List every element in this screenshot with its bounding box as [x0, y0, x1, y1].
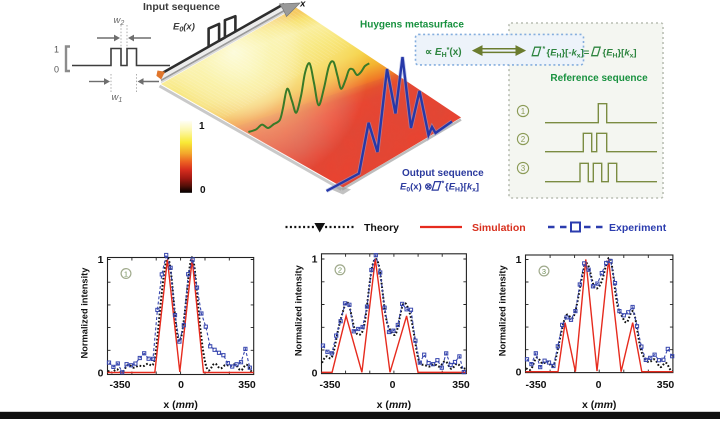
svg-text:x (mm): x (mm): [582, 399, 616, 411]
svg-text:0: 0: [98, 368, 104, 380]
svg-text:Output sequence: Output sequence: [402, 168, 484, 179]
svg-text:350: 350: [657, 379, 675, 391]
svg-text:Reference sequence: Reference sequence: [550, 73, 648, 84]
svg-text:1: 1: [124, 269, 128, 278]
svg-text:0: 0: [54, 65, 59, 75]
svg-text:w2: w2: [114, 15, 125, 27]
svg-text:3: 3: [542, 267, 546, 276]
svg-text:Normalized intensity: Normalized intensity: [294, 264, 304, 356]
svg-text:E0(x) ⊗: E0(x) ⊗: [400, 182, 432, 194]
svg-text:-350: -350: [109, 379, 130, 391]
svg-text:Simulation: Simulation: [472, 222, 526, 234]
svg-text:E0(x): E0(x): [173, 22, 195, 34]
svg-text:3: 3: [521, 164, 526, 173]
svg-text:1: 1: [516, 254, 522, 266]
svg-text:w1: w1: [112, 92, 123, 104]
svg-text:350: 350: [238, 379, 256, 391]
svg-text:0: 0: [596, 379, 602, 391]
svg-text:*: *: [442, 181, 445, 188]
svg-text:*: *: [543, 46, 546, 53]
svg-text:{EH}[kx]: {EH}[kx]: [603, 48, 637, 60]
svg-text:Huygens metasurface: Huygens metasurface: [360, 20, 464, 31]
svg-text:Normalized intensity: Normalized intensity: [498, 265, 508, 357]
svg-text:0: 0: [200, 185, 206, 196]
svg-text:350: 350: [452, 379, 470, 391]
svg-text:Input sequence: Input sequence: [143, 1, 220, 13]
svg-text:0: 0: [178, 379, 184, 391]
svg-text:{EH}[-kx]=: {EH}[-kx]=: [547, 48, 590, 60]
svg-text:1: 1: [312, 254, 318, 266]
svg-text:x (mm): x (mm): [377, 399, 411, 411]
svg-text:0: 0: [390, 379, 396, 391]
svg-text:Experiment: Experiment: [609, 222, 667, 234]
svg-text:-350: -350: [525, 379, 546, 391]
svg-text:1: 1: [54, 45, 59, 55]
svg-text:Normalized intensity: Normalized intensity: [80, 267, 90, 359]
svg-text:-350: -350: [319, 379, 340, 391]
svg-text:x (mm): x (mm): [163, 399, 197, 411]
svg-text:Theory: Theory: [364, 222, 399, 234]
svg-text:2: 2: [521, 135, 526, 144]
svg-text:2: 2: [338, 266, 342, 275]
svg-text:∝ EH*(x): ∝ EH*(x): [425, 47, 462, 59]
svg-text:1: 1: [98, 254, 104, 266]
svg-text:0: 0: [516, 367, 522, 379]
svg-text:1: 1: [199, 121, 205, 132]
svg-text:0: 0: [312, 367, 318, 379]
svg-text:x: x: [299, 0, 306, 10]
svg-text:1: 1: [521, 107, 526, 116]
